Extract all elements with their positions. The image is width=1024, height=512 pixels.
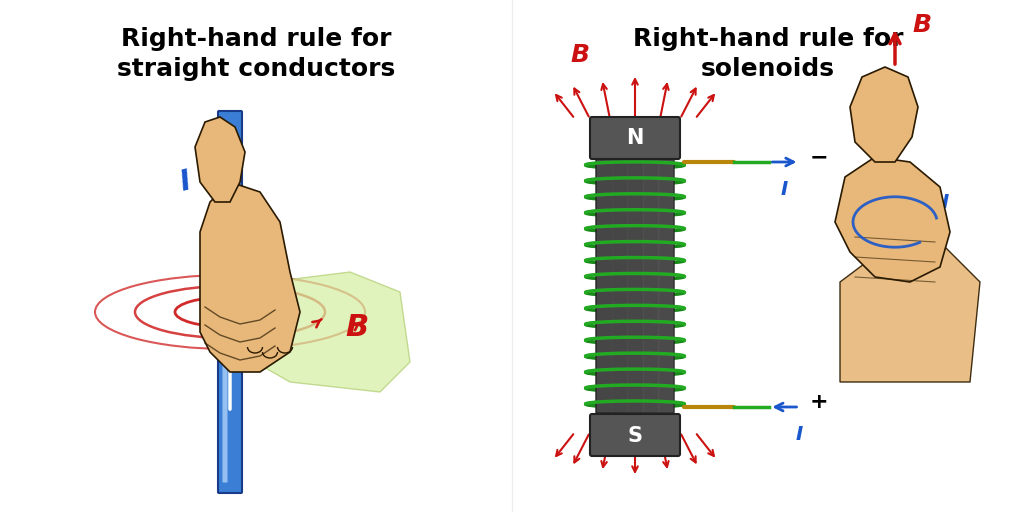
Polygon shape: [840, 242, 980, 382]
Polygon shape: [835, 157, 950, 282]
FancyBboxPatch shape: [590, 117, 680, 159]
Text: I: I: [176, 167, 194, 197]
Text: S: S: [628, 426, 642, 446]
Text: I: I: [780, 180, 788, 199]
Text: Right-hand rule for
solenoids: Right-hand rule for solenoids: [633, 27, 903, 81]
Text: B: B: [570, 43, 590, 67]
Polygon shape: [200, 182, 300, 372]
Text: I: I: [942, 193, 949, 211]
Text: +: +: [809, 392, 828, 412]
FancyBboxPatch shape: [222, 121, 227, 482]
Text: B: B: [345, 312, 369, 342]
Text: I: I: [796, 425, 803, 444]
FancyBboxPatch shape: [596, 156, 674, 413]
Text: Right-hand rule for
straight conductors: Right-hand rule for straight conductors: [117, 27, 395, 81]
Polygon shape: [255, 272, 410, 392]
Text: N: N: [627, 128, 644, 148]
FancyBboxPatch shape: [218, 111, 242, 493]
Polygon shape: [195, 117, 245, 202]
FancyBboxPatch shape: [590, 414, 680, 456]
Text: B: B: [912, 13, 931, 37]
Text: −: −: [809, 147, 828, 167]
Polygon shape: [850, 67, 918, 162]
